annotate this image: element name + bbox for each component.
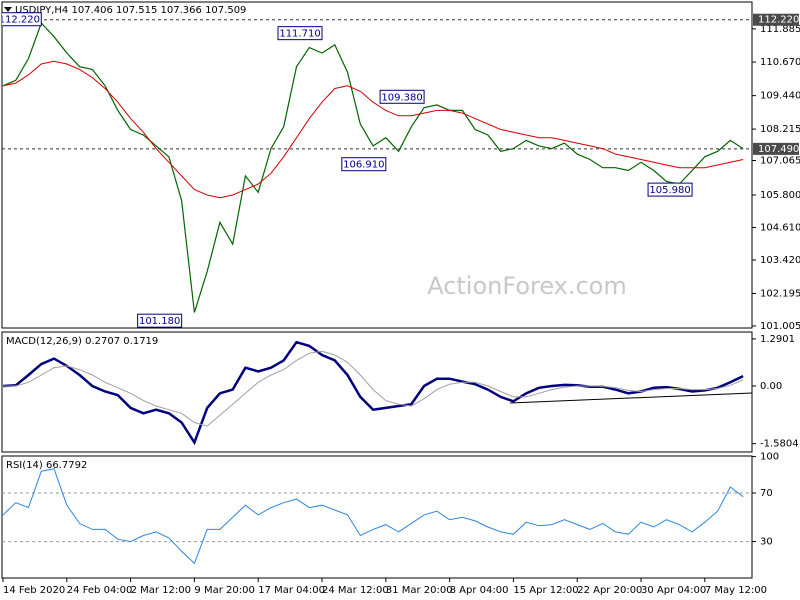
price-label: 107.490: [758, 144, 799, 155]
y-tick-label: 111.885: [760, 24, 800, 35]
x-tick-label: 17 Mar 04:00: [258, 585, 325, 596]
annotation-box: [647, 182, 693, 197]
y-tick-label: 108.215: [760, 124, 800, 135]
x-tick-label: 30 Apr 04:00: [641, 585, 706, 596]
annotation-label: 101.180: [139, 316, 180, 327]
annotation-box: [341, 157, 387, 172]
x-tick-label: 31 Mar 20:00: [386, 585, 453, 596]
trend-line: [509, 392, 753, 404]
x-tick-label: 22 Apr 20:00: [577, 585, 642, 596]
x-tick-label: 8 Apr 04:00: [450, 585, 509, 596]
annotation-label: 105.980: [649, 185, 690, 196]
panel-title: MACD(12,26,9) 0.2707 0.1719: [6, 336, 158, 347]
annotation-box: [379, 89, 425, 104]
x-tick-label: 15 Apr 12:00: [513, 585, 578, 596]
x-tick-label: 2 Mar 12:00: [131, 585, 191, 596]
macd-panel: [1, 331, 753, 453]
watermark: ActionForex.com: [427, 272, 627, 300]
x-tick-label: 24 Feb 04:00: [67, 585, 133, 596]
price-label-box: [753, 142, 799, 155]
rsi-panel: [1, 455, 753, 579]
y-tick-label: 107.065: [760, 155, 800, 166]
price-label: 112.220: [758, 15, 799, 26]
annotation-box: [2, 12, 42, 27]
chart-title: USDJPY,H4 107.406 107.515 107.366 107.50…: [15, 5, 246, 16]
y-tick-label: 1.2901: [760, 334, 795, 345]
y-tick-label: 102.195: [760, 288, 800, 299]
y-tick-label: 0.00: [760, 381, 782, 392]
title-marker: [4, 7, 12, 12]
price-panel: [1, 1, 753, 329]
annotation-label: 112.220: [0, 15, 40, 26]
price-label-box: [753, 13, 799, 26]
x-tick-label: 7 May 12:00: [705, 585, 767, 596]
y-tick-label: 105.800: [760, 190, 800, 201]
series-line: [3, 350, 744, 427]
x-tick-label: 24 Mar 12:00: [322, 585, 389, 596]
x-tick-label: 14 Feb 2020: [3, 585, 65, 596]
annotation-box: [137, 313, 183, 328]
annotation-label: 106.910: [343, 160, 384, 171]
y-tick-label: 110.670: [760, 57, 800, 68]
annotation-label: 111.710: [279, 29, 320, 40]
y-tick-label: 109.440: [760, 91, 800, 102]
x-tick-label: 9 Mar 20:00: [194, 585, 254, 596]
y-tick-label: -1.5804: [760, 439, 799, 450]
y-tick-label: 70: [760, 488, 773, 499]
series-line: [2, 21, 744, 313]
panel-title: RSI(14) 66.7792: [6, 460, 87, 471]
series-line: [2, 340, 744, 446]
y-tick-label: 104.610: [760, 223, 800, 234]
series-line: [2, 468, 744, 565]
annotation-box: [277, 26, 323, 41]
y-tick-label: 101.005: [760, 321, 800, 332]
y-tick-label: 30: [760, 537, 773, 548]
series-line: [2, 60, 744, 199]
annotation-label: 109.380: [381, 92, 422, 103]
y-tick-label: 103.420: [760, 255, 800, 266]
y-tick-label: 100: [760, 452, 779, 463]
